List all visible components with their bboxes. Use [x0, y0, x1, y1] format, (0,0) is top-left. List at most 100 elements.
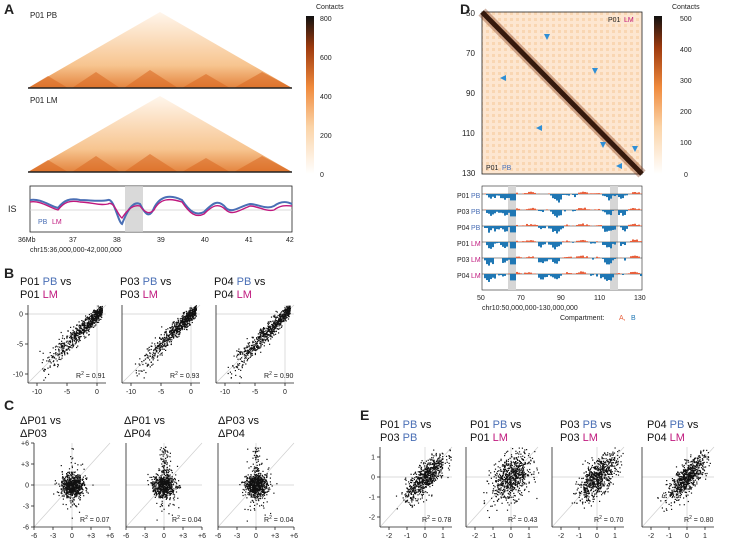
- scatter-point: [164, 344, 165, 345]
- scatter-point: [156, 495, 157, 496]
- scatter-point: [71, 494, 72, 495]
- scatter-point: [253, 479, 254, 480]
- compartment-b-bar: [492, 194, 494, 197]
- scatter-point: [260, 341, 261, 342]
- compartment-a-bar: [528, 272, 530, 274]
- scatter-point: [254, 339, 255, 340]
- scatter-point: [59, 486, 60, 487]
- compartment-a-bar: [516, 208, 518, 210]
- compartment-b-bar: [502, 226, 504, 229]
- scatter-point: [154, 493, 155, 494]
- compartment-a-bar: [588, 225, 590, 226]
- scatter-point: [72, 501, 73, 502]
- scatter-point: [63, 478, 64, 479]
- scatter-point: [261, 486, 262, 487]
- scatter-point: [158, 346, 159, 347]
- compartment-b-bar: [510, 242, 512, 248]
- scatter-point: [149, 349, 150, 350]
- scatter-point: [280, 312, 281, 313]
- scatter-point: [164, 349, 165, 350]
- scatter-point: [247, 521, 248, 522]
- scatter-point: [264, 493, 265, 494]
- compartment-b-bar: [492, 274, 494, 278]
- scatter-point: [268, 467, 269, 468]
- scatter-point: [190, 307, 191, 308]
- compartment-b-bar: [624, 226, 626, 231]
- scatter-point: [69, 473, 70, 474]
- compartment-a-bar: [568, 257, 570, 258]
- scatter-point: [86, 323, 87, 324]
- scatter-point: [183, 318, 184, 319]
- scatter-point: [256, 337, 257, 338]
- scatter-point: [172, 489, 173, 490]
- scatter-point: [160, 349, 161, 350]
- scatter-point: [268, 329, 269, 330]
- scatter-point: [258, 333, 259, 334]
- scatter-point: [256, 349, 257, 350]
- scatter-point: [270, 481, 271, 482]
- scatter-point: [172, 334, 173, 335]
- compartment-b-bar: [608, 194, 610, 200]
- scatter-point: [267, 501, 268, 502]
- scatter-point: [156, 486, 157, 487]
- scatter-point: [195, 317, 196, 318]
- scatter-point: [187, 324, 188, 325]
- scatter-point: [251, 479, 252, 480]
- scatter-point: [71, 490, 72, 491]
- scatter-point: [169, 493, 170, 494]
- scatter-point: [244, 476, 245, 477]
- scatter-point: [162, 470, 163, 471]
- colorbar-a-ticks: 800 600 400 200 0: [320, 16, 332, 179]
- scatter-point: [179, 324, 180, 325]
- scatter-point: [271, 331, 272, 332]
- scatter-point: [156, 503, 157, 504]
- e3-title-line1: P03 PB vs: [560, 419, 612, 431]
- compartment-b-bar: [552, 274, 554, 277]
- scatter-point: [61, 332, 62, 333]
- compartment-a-bar: [576, 241, 578, 242]
- scatter-point: [69, 472, 70, 473]
- scatter-point: [57, 355, 58, 356]
- scatter-point: [86, 487, 87, 488]
- scatter-point: [167, 328, 168, 329]
- scatter-point: [66, 345, 67, 346]
- scatter-point: [50, 367, 51, 368]
- scatter-point: [272, 324, 273, 325]
- scatter-point: [268, 490, 269, 491]
- scatter-point: [174, 326, 175, 327]
- scatter-point: [79, 475, 80, 476]
- scatter-point: [182, 319, 183, 320]
- scatter-point: [50, 365, 51, 366]
- compartment-b-bar: [612, 274, 614, 277]
- scatter-point: [178, 480, 179, 481]
- scatter-point: [152, 354, 153, 355]
- compartment-a-bar: [516, 193, 518, 194]
- scatter-point: [167, 492, 168, 493]
- scatter-point: [249, 478, 250, 479]
- compartment-a-bar: [526, 193, 528, 194]
- scatter-point: [435, 474, 436, 475]
- scatter-point: [161, 459, 162, 460]
- scatter-point: [252, 458, 253, 459]
- scatter-point: [257, 467, 258, 468]
- e1-title-line2: P03 PB: [380, 432, 417, 444]
- scatter-point: [248, 467, 249, 468]
- scatter-point: [56, 346, 57, 347]
- scatter-point: [151, 482, 152, 483]
- scatter-points: [135, 305, 197, 378]
- scatter-point: [157, 493, 158, 494]
- scatter-point: [174, 481, 175, 482]
- scatter-point: [58, 365, 59, 366]
- track-sample: P01: [457, 193, 470, 200]
- scatter-points: [239, 447, 277, 521]
- scatter-point: [230, 372, 231, 373]
- scatter-point: [270, 321, 271, 322]
- compartment-b-bar: [614, 226, 616, 230]
- scatter-point: [74, 491, 75, 492]
- x-tick-label: +3: [179, 533, 187, 540]
- region-d: chr10:50,000,000-130,000,000: [482, 305, 578, 312]
- scatter-point: [165, 488, 166, 489]
- scatter-point: [42, 368, 43, 369]
